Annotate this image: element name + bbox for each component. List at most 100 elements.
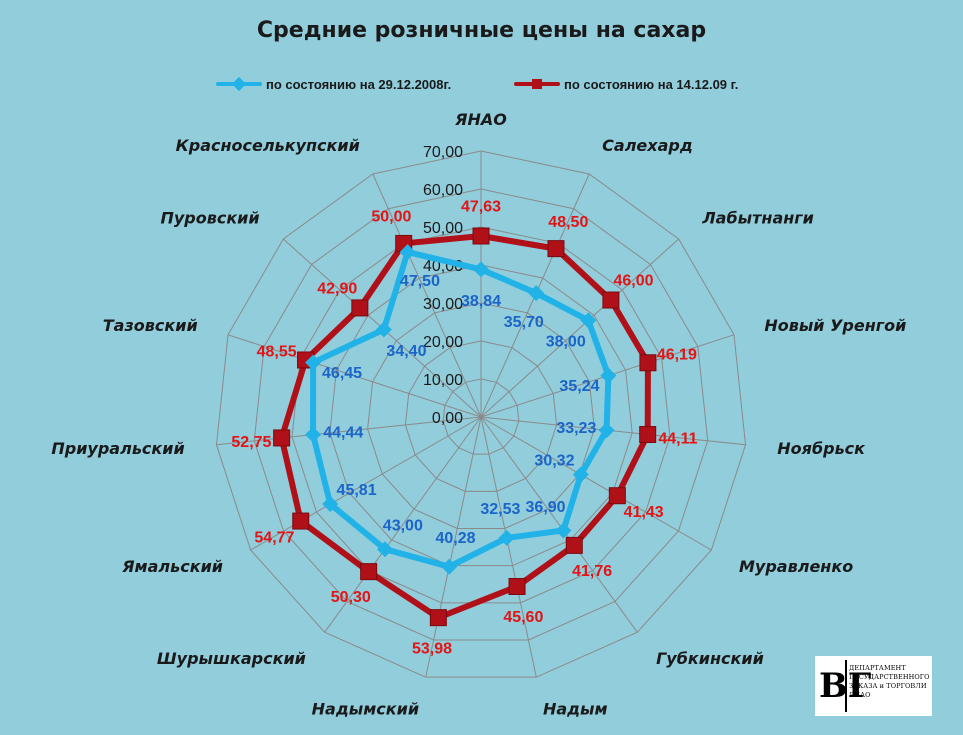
category-label-11: Приуральский bbox=[51, 439, 184, 458]
point-s1-8 bbox=[429, 609, 447, 627]
point-s0-10 bbox=[322, 496, 339, 513]
data-label-s1-12: 48,55 bbox=[257, 344, 297, 361]
point-s0-11 bbox=[305, 426, 322, 443]
grid-ring-1 bbox=[442, 378, 520, 455]
category-label-2: Лабытнанги bbox=[701, 209, 813, 228]
category-label-13: Пуровский bbox=[160, 209, 259, 228]
point-s1-7 bbox=[508, 577, 526, 595]
point-s0-4 bbox=[598, 422, 615, 439]
point-s1-4 bbox=[639, 426, 657, 444]
category-label-3: Новый Уренгой bbox=[764, 316, 906, 335]
point-s1-1 bbox=[547, 240, 565, 258]
grid-spoke-5 bbox=[480, 416, 712, 551]
category-label-7: Надым bbox=[543, 699, 608, 718]
legend-label-2009: по состоянию на 14.12.09 г. bbox=[564, 76, 739, 92]
point-s1-0 bbox=[472, 227, 490, 245]
data-label-s0-7: 32,53 bbox=[480, 501, 520, 518]
data-label-s1-11: 52,75 bbox=[231, 434, 271, 451]
data-label-s1-1: 48,50 bbox=[548, 214, 588, 231]
point-s0-0 bbox=[473, 261, 489, 278]
data-label-s1-8: 53,98 bbox=[412, 640, 452, 657]
legend-item-2009: по состоянию на 14.12.09 г. bbox=[514, 74, 738, 94]
grid-spoke-6 bbox=[480, 416, 638, 633]
legend-swatch-2008 bbox=[216, 74, 262, 94]
data-label-s1-3: 46,19 bbox=[657, 346, 697, 363]
point-s0-7 bbox=[498, 529, 515, 546]
point-s0-12 bbox=[305, 354, 322, 371]
legend-item-2008: по состоянию на 29.12.2008г. bbox=[216, 74, 451, 94]
category-label-0: ЯНАО bbox=[454, 110, 507, 129]
data-label-s1-2: 46,00 bbox=[613, 273, 653, 290]
logo-text: ДЕПАРТАМЕНТ ГОСУДАРСТВЕННОГО ЗАКАЗА и ТО… bbox=[849, 664, 930, 699]
tick-label-2: 20,00 bbox=[423, 334, 463, 351]
grid-spoke-2 bbox=[480, 238, 680, 418]
point-s0-3 bbox=[600, 367, 617, 384]
grid-spoke-9 bbox=[324, 416, 482, 633]
point-s0-8 bbox=[441, 558, 458, 575]
data-label-s1-6: 41,76 bbox=[572, 563, 612, 580]
category-label-4: Ноябрьск bbox=[777, 439, 866, 458]
data-label-s0-6: 36,90 bbox=[526, 499, 566, 516]
tick-label-1: 10,00 bbox=[423, 372, 463, 389]
grid-ring-2 bbox=[404, 340, 558, 492]
category-label-9: Шурышкарский bbox=[157, 649, 306, 668]
data-label-s0-2: 38,00 bbox=[546, 334, 586, 351]
point-s1-6 bbox=[565, 536, 583, 554]
data-label-s1-10: 54,77 bbox=[254, 529, 294, 546]
tick-label-7: 70,00 bbox=[423, 144, 463, 161]
category-label-14: Красноселькупский bbox=[176, 136, 360, 155]
grid-spoke-12 bbox=[227, 334, 482, 418]
data-label-s0-0: 38,84 bbox=[461, 293, 501, 310]
point-s1-5 bbox=[608, 487, 626, 505]
category-label-8: Надымский bbox=[312, 699, 419, 718]
data-label-s1-4: 44,11 bbox=[658, 431, 697, 448]
grid-spoke-8 bbox=[425, 416, 482, 678]
grid-spoke-11 bbox=[216, 416, 482, 446]
data-label-s0-5: 30,32 bbox=[534, 452, 574, 469]
point-s0-6 bbox=[555, 522, 572, 539]
data-label-s1-13: 42,90 bbox=[317, 281, 357, 298]
series-line-0 bbox=[310, 249, 612, 570]
point-s0-9 bbox=[376, 541, 393, 558]
grid-ring-6 bbox=[253, 188, 709, 641]
data-label-s0-4: 33,23 bbox=[556, 420, 596, 437]
logo-mark: ВГ bbox=[819, 660, 871, 712]
series-line-1 bbox=[278, 233, 651, 621]
data-label-s1-14: 50,00 bbox=[371, 209, 411, 226]
category-label-12: Тазовский bbox=[103, 316, 198, 335]
legend-label-2008: по состоянию на 29.12.2008г. bbox=[266, 76, 452, 92]
point-s0-13 bbox=[375, 321, 392, 338]
data-label-s0-3: 35,24 bbox=[559, 378, 599, 395]
point-s0-1 bbox=[528, 285, 545, 302]
data-label-s0-8: 40,28 bbox=[435, 530, 475, 547]
legend-swatch-2009 bbox=[514, 74, 560, 94]
point-s1-2 bbox=[602, 291, 620, 309]
data-label-s1-7: 45,60 bbox=[503, 609, 543, 626]
legend: по состоянию на 29.12.2008г. по состояни… bbox=[0, 74, 963, 94]
category-label-1: Салехард bbox=[602, 136, 693, 155]
point-s1-3 bbox=[639, 354, 657, 372]
point-s1-9 bbox=[360, 563, 378, 581]
data-label-s0-10: 45,81 bbox=[337, 482, 377, 499]
data-label-s0-11: 44,44 bbox=[323, 424, 363, 441]
point-s1-11 bbox=[273, 429, 291, 447]
grid-ring-7 bbox=[215, 150, 747, 678]
tick-label-3: 30,00 bbox=[423, 296, 463, 313]
data-label-s0-1: 35,70 bbox=[504, 314, 544, 331]
data-label-s0-14: 47,50 bbox=[400, 273, 440, 290]
data-label-s1-9: 50,30 bbox=[331, 589, 371, 606]
point-s1-10 bbox=[292, 512, 310, 530]
grid-spoke-10 bbox=[250, 416, 482, 551]
point-s0-14 bbox=[399, 244, 416, 261]
grid-spoke-14 bbox=[372, 173, 482, 418]
data-label-s0-9: 43,00 bbox=[383, 518, 423, 535]
category-label-10: Ямальский bbox=[121, 557, 223, 576]
point-s0-5 bbox=[572, 466, 589, 483]
data-label-s1-5: 41,43 bbox=[624, 504, 664, 521]
category-label-6: Губкинский bbox=[656, 649, 764, 668]
department-logo: ВГ ДЕПАРТАМЕНТ ГОСУДАРСТВЕННОГО ЗАКАЗА и… bbox=[815, 656, 932, 716]
data-label-s1-0: 47,63 bbox=[461, 199, 501, 216]
category-label-5: Муравленко bbox=[739, 557, 853, 576]
